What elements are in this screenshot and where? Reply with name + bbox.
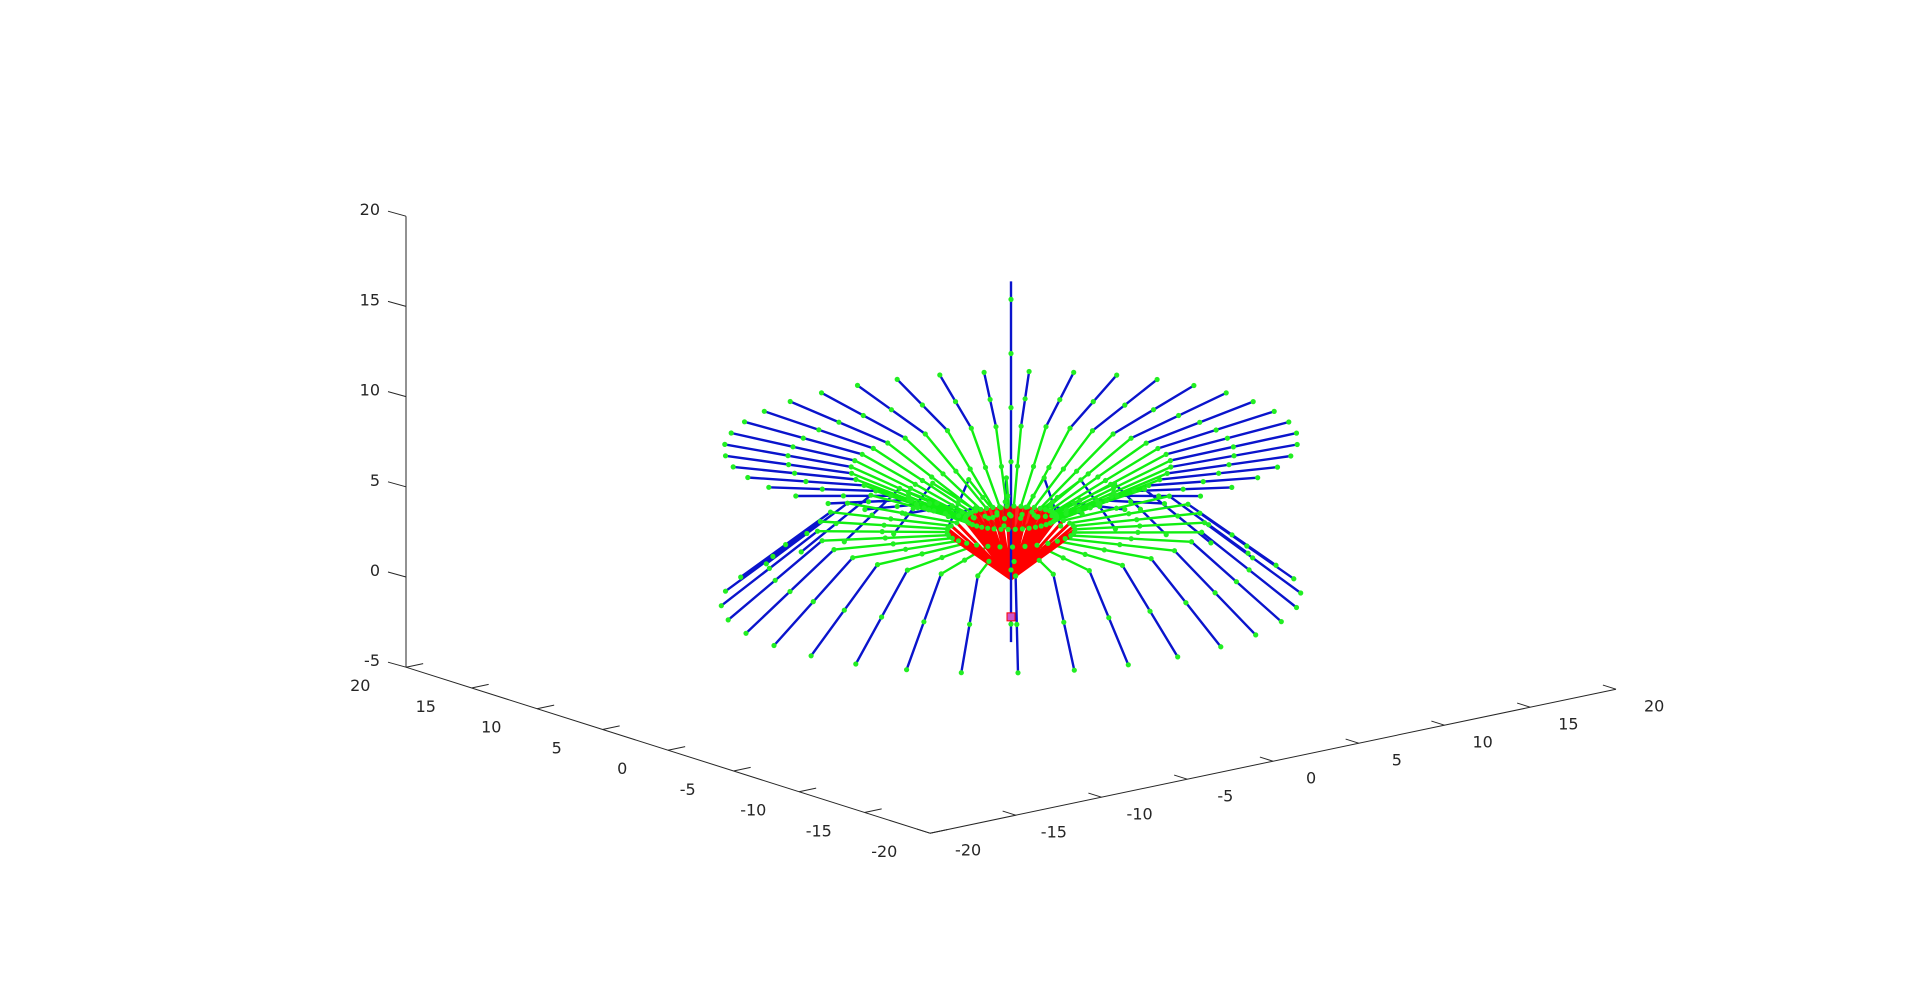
y-tick-mark (667, 746, 686, 751)
y-tick-mark (405, 663, 424, 668)
x-tick-mark (1088, 792, 1102, 798)
stem-marker (1008, 296, 1014, 302)
x-tick-label: -20 (955, 841, 981, 860)
x-tick-label: 0 (1306, 769, 1316, 788)
y-tick-label: -15 (806, 821, 832, 840)
x-tick-mark (1345, 738, 1359, 744)
x-tick-label: 20 (1644, 697, 1664, 716)
stem-marker (1008, 567, 1014, 573)
y-tick-label: -5 (680, 780, 696, 799)
z-tick-label: 5 (370, 471, 380, 490)
x-tick-label: -15 (1041, 823, 1067, 842)
stem-marker (1008, 350, 1014, 357)
y-tick-label: 20 (350, 676, 370, 695)
y-tick-mark (536, 704, 555, 710)
stem-marker (1008, 405, 1014, 411)
z-tick-mark (387, 481, 407, 488)
y-tick-mark (471, 683, 489, 689)
y-tick-mark (798, 787, 817, 793)
z-tick-label: 0 (370, 561, 380, 580)
stem-base-marker (1006, 612, 1016, 622)
x-tick-mark (1516, 702, 1531, 708)
x-tick-label: 10 (1472, 733, 1492, 752)
z-tick-label: 15 (360, 290, 380, 309)
z-tick-label: -5 (364, 651, 380, 670)
y-tick-label: 0 (617, 759, 627, 778)
z-tick-mark (387, 300, 407, 307)
z-tick-mark (387, 571, 407, 578)
x-tick-mark (1602, 684, 1617, 690)
x-tick-mark (1431, 720, 1445, 726)
y-tick-label: 5 (552, 738, 562, 757)
axes: -20 -15 -10 -5 0 5 10 15 20 -20 -15 -10 -5 0 5 10 15 20 -5… (350, 200, 1664, 861)
stem-marker (1008, 513, 1014, 519)
y-tick-label: -20 (871, 842, 897, 861)
x-tick-mark (1173, 774, 1188, 780)
y-tick-mark (733, 766, 751, 772)
x-tick-label: -5 (1217, 787, 1233, 806)
z-tick-label: 10 (360, 381, 380, 400)
x-tick-label: 5 (1392, 751, 1402, 770)
z-tick-label: 20 (360, 200, 380, 219)
x-tick-label: 15 (1558, 715, 1578, 734)
z-tick-mark (387, 210, 407, 217)
z-tick-mark (387, 661, 407, 668)
y-tick-mark (602, 725, 620, 730)
x-tick-mark (1002, 810, 1016, 816)
y-tick-label: 15 (416, 697, 436, 716)
node-markers (718, 368, 1304, 676)
y-tick-mark (864, 808, 882, 813)
y-tick-label: 10 (481, 718, 501, 737)
x-tick-label: -10 (1127, 805, 1153, 824)
stem-marker (1008, 459, 1014, 465)
data-layer (718, 281, 1304, 676)
y-tick-mark (929, 829, 948, 834)
stem-marker (1008, 621, 1014, 627)
x-tick-mark (1259, 756, 1274, 762)
z-tick-mark (387, 391, 407, 398)
y-tick-label: -10 (740, 801, 766, 820)
